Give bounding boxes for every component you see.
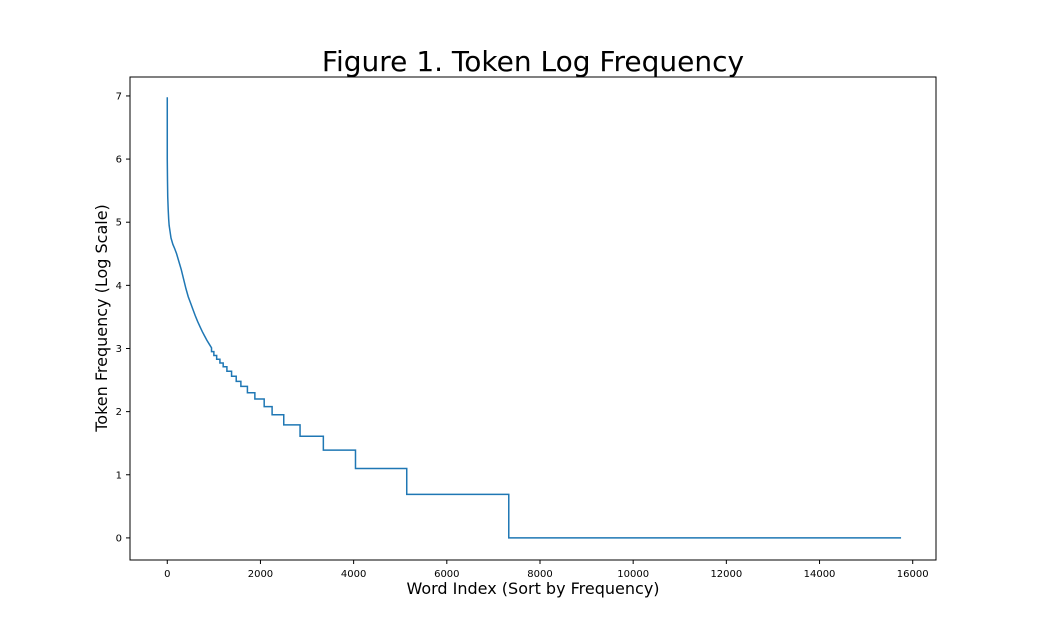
x-tick-label: 14000	[804, 569, 836, 580]
chart-title: Figure 1. Token Log Frequency	[322, 45, 744, 78]
y-tick-label: 6	[116, 155, 122, 166]
y-tick-label: 5	[116, 218, 122, 229]
x-tick-label: 0	[164, 569, 170, 580]
x-tick-label: 8000	[527, 569, 552, 580]
x-tick-label: 16000	[897, 569, 929, 580]
y-tick-label: 4	[116, 281, 122, 292]
y-tick-label: 3	[116, 344, 122, 355]
x-tick-label: 12000	[710, 569, 742, 580]
x-tick-label: 4000	[341, 569, 366, 580]
y-tick-label: 7	[116, 91, 122, 102]
series-line	[166, 97, 902, 539]
axes: 0 2000 4000 6000 8000 10000 12000 14000 16000 0 1 2…	[116, 76, 937, 580]
plot-frame	[129, 76, 937, 561]
y-axis-label: Token Frequency (Log Scale)	[92, 204, 111, 433]
x-axis-label: Word Index (Sort by Frequency)	[406, 579, 659, 598]
y-tick-label: 0	[116, 533, 122, 544]
plot-area	[166, 97, 902, 539]
x-tick-label: 2000	[248, 569, 273, 580]
x-tick-label: 6000	[434, 569, 459, 580]
y-tick-label: 2	[116, 407, 122, 418]
y-tick-label: 1	[116, 470, 122, 481]
x-tick-label: 10000	[617, 569, 649, 580]
